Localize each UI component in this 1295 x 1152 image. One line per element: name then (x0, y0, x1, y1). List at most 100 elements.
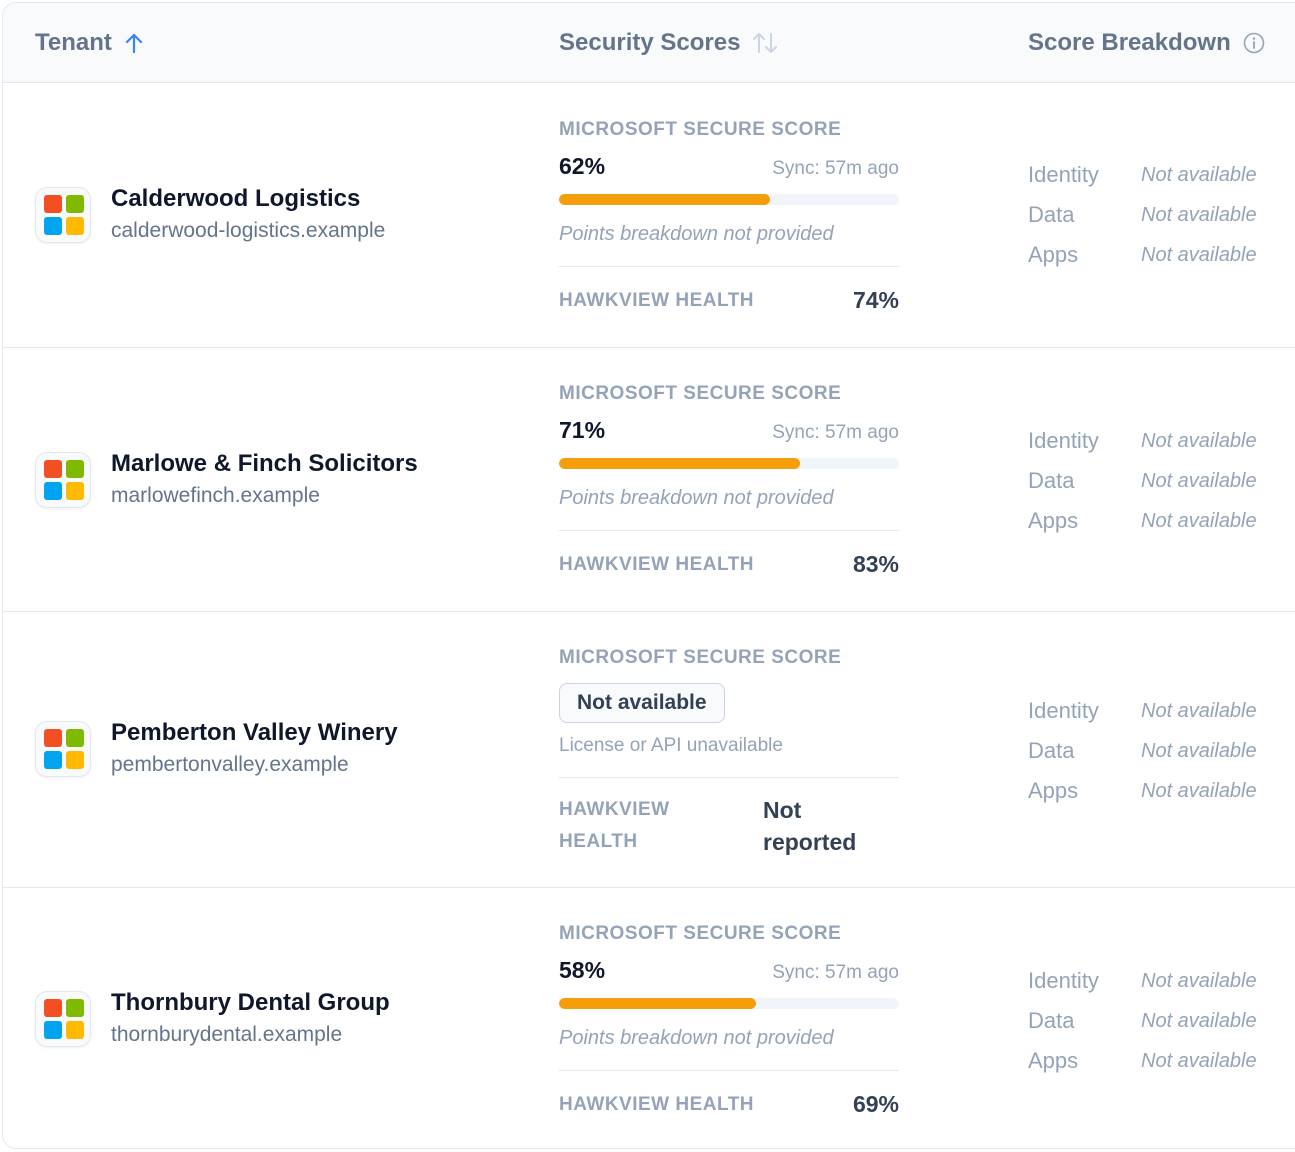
column-header-score-breakdown: Score Breakdown (1028, 29, 1265, 57)
secure-score-progress-fill (559, 194, 770, 205)
sort-ascending-icon[interactable] (124, 32, 144, 54)
tenant-name[interactable]: Marlowe & Finch Solicitors (111, 450, 418, 477)
table-row[interactable]: Thornbury Dental Group thornburydental.e… (3, 888, 1295, 1148)
column-header-security-scores[interactable]: Security Scores (559, 29, 778, 57)
secure-score-caption: MICROSOFT SECURE SCORE (559, 923, 842, 944)
column-header-tenant[interactable]: Tenant (35, 29, 144, 57)
hawkview-health-caption: HAWKVIEW HEALTH (559, 553, 755, 575)
divider (559, 530, 899, 531)
logo-red-square (44, 460, 62, 478)
breakdown-label: Apps (1028, 1048, 1079, 1073)
breakdown-value: Not available (1141, 699, 1257, 722)
breakdown-label: Apps (1028, 242, 1079, 267)
security-scores-cell: MICROSOFT SECURE SCORE 62% Sync: 57m ago… (559, 119, 899, 314)
breakdown-item-data: Data Not available (1028, 195, 1257, 235)
sync-status: Sync: 57m ago (772, 422, 899, 443)
hawkview-health-value: 69% (852, 1091, 899, 1117)
breakdown-value: Not available (1141, 1009, 1257, 1032)
score-breakdown-cell: Identity Not available Data Not availabl… (1028, 155, 1257, 275)
breakdown-item-data: Data Not available (1028, 461, 1257, 501)
logo-blue-square (44, 1021, 62, 1039)
hawkview-health-caption: HAWKVIEW HEALTH (559, 794, 763, 858)
logo-green-square (66, 460, 84, 478)
score-breakdown-cell: Identity Not available Data Not availabl… (1028, 691, 1257, 811)
breakdown-label: Identity (1028, 162, 1099, 187)
secure-score-line: 71% Sync: 57m ago (559, 417, 899, 444)
hawkview-health-value: 83% (852, 551, 899, 577)
secure-score-line: 58% Sync: 57m ago (559, 957, 899, 984)
breakdown-label: Identity (1028, 968, 1099, 993)
logo-green-square (66, 195, 84, 213)
table-row[interactable]: Pemberton Valley Winery pembertonvalley.… (3, 612, 1295, 888)
secure-score-value: 71% (559, 417, 606, 443)
breakdown-item-identity: Identity Not available (1028, 961, 1257, 1001)
sort-unsorted-icon[interactable] (752, 31, 778, 55)
breakdown-item-identity: Identity Not available (1028, 421, 1257, 461)
secure-score-progress-fill (559, 458, 801, 469)
logo-red-square (44, 195, 62, 213)
tenant-text: Thornbury Dental Group thornburydental.e… (111, 988, 390, 1050)
hawkview-health-value: Not reported (763, 794, 856, 858)
tenant-name[interactable]: Calderwood Logistics (111, 185, 361, 212)
secure-score-progress-bar (559, 458, 899, 469)
secure-score-value: 62% (559, 153, 606, 179)
breakdown-label: Data (1028, 738, 1075, 763)
tenant-name[interactable]: Thornbury Dental Group (111, 989, 390, 1016)
hawkview-health-value: 74% (852, 287, 899, 313)
secure-score-line: 62% Sync: 57m ago (559, 153, 899, 180)
score-breakdown-cell: Identity Not available Data Not availabl… (1028, 961, 1257, 1081)
breakdown-value: Not available (1141, 203, 1257, 226)
tenant-cell: Calderwood Logistics calderwood-logistic… (35, 184, 385, 246)
secure-score-progress-fill (559, 998, 757, 1009)
security-scores-cell: MICROSOFT SECURE SCORE 71% Sync: 57m ago… (559, 383, 899, 578)
table-row[interactable]: Marlowe & Finch Solicitors marlowefinch.… (3, 348, 1295, 612)
breakdown-item-apps: Apps Not available (1028, 501, 1257, 541)
breakdown-value: Not available (1141, 163, 1257, 186)
points-breakdown-note: Points breakdown not provided (559, 223, 834, 245)
breakdown-value: Not available (1141, 429, 1257, 452)
hawkview-health-caption: HAWKVIEW HEALTH (559, 289, 755, 311)
tenant-cell: Marlowe & Finch Solicitors marlowefinch.… (35, 449, 418, 511)
microsoft-logo-icon (35, 187, 91, 243)
breakdown-label: Apps (1028, 508, 1079, 533)
tenant-name[interactable]: Pemberton Valley Winery (111, 719, 398, 746)
breakdown-item-identity: Identity Not available (1028, 155, 1257, 195)
secure-score-progress-bar (559, 998, 899, 1009)
logo-red-square (44, 999, 62, 1017)
column-header-score-breakdown-label: Score Breakdown (1028, 29, 1231, 56)
microsoft-logo-icon (35, 452, 91, 508)
not-available-badge: Not available (559, 683, 725, 723)
breakdown-item-data: Data Not available (1028, 1001, 1257, 1041)
secure-score-progress-bar (559, 194, 899, 205)
secure-score-caption: MICROSOFT SECURE SCORE (559, 647, 842, 668)
hawkview-health-caption: HAWKVIEW HEALTH (559, 1093, 755, 1115)
breakdown-item-apps: Apps Not available (1028, 1041, 1257, 1081)
breakdown-label: Apps (1028, 778, 1079, 803)
logo-blue-square (44, 217, 62, 235)
table-row[interactable]: Calderwood Logistics calderwood-logistic… (3, 83, 1295, 348)
hawkview-health-line: HAWKVIEW HEALTH Not reported (559, 794, 899, 858)
breakdown-label: Data (1028, 468, 1075, 493)
sync-status: Sync: 57m ago (772, 962, 899, 983)
logo-blue-square (44, 751, 62, 769)
hawkview-health-value-line2: reported (763, 829, 857, 855)
hawkview-health-value-line1: Not (763, 797, 802, 823)
logo-green-square (66, 999, 84, 1017)
microsoft-logo-icon (35, 991, 91, 1047)
breakdown-value: Not available (1141, 243, 1257, 266)
tenant-text: Calderwood Logistics calderwood-logistic… (111, 184, 385, 246)
breakdown-item-identity: Identity Not available (1028, 691, 1257, 731)
breakdown-label: Data (1028, 1008, 1075, 1033)
breakdown-value: Not available (1141, 509, 1257, 532)
secure-score-value: 58% (559, 957, 606, 983)
tenant-domain: thornburydental.example (111, 1023, 343, 1046)
info-icon[interactable] (1243, 32, 1265, 54)
security-scores-cell: MICROSOFT SECURE SCORE 58% Sync: 57m ago… (559, 923, 899, 1118)
breakdown-value: Not available (1141, 739, 1257, 762)
logo-green-square (66, 729, 84, 747)
column-header-tenant-label: Tenant (35, 29, 112, 56)
tenant-domain: pembertonvalley.example (111, 753, 349, 776)
logo-blue-square (44, 482, 62, 500)
breakdown-value: Not available (1141, 469, 1257, 492)
